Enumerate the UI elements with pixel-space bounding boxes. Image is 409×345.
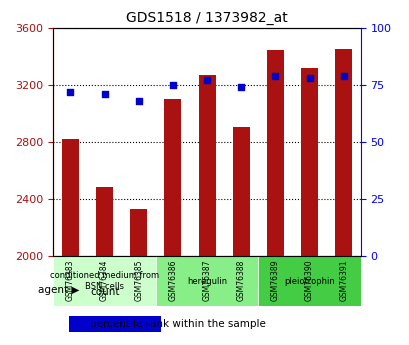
Bar bbox=[130, 209, 147, 256]
Bar bbox=[62, 139, 79, 256]
Text: GSM76391: GSM76391 bbox=[338, 260, 347, 301]
Text: percentile rank within the sample: percentile rank within the sample bbox=[90, 319, 265, 329]
Bar bbox=[198, 75, 215, 256]
Text: GSM76388: GSM76388 bbox=[236, 260, 245, 301]
Point bbox=[101, 91, 108, 97]
Bar bbox=[300, 68, 317, 256]
Text: GSM76383: GSM76383 bbox=[66, 260, 75, 301]
Point bbox=[237, 84, 244, 90]
Text: pleiotrophin: pleiotrophin bbox=[283, 277, 334, 286]
Point bbox=[306, 75, 312, 81]
Bar bbox=[266, 50, 283, 256]
Text: GSM76385: GSM76385 bbox=[134, 260, 143, 301]
FancyBboxPatch shape bbox=[155, 256, 258, 306]
Text: GSM76389: GSM76389 bbox=[270, 260, 279, 301]
Title: GDS1518 / 1373982_at: GDS1518 / 1373982_at bbox=[126, 11, 287, 25]
Text: agent ▶: agent ▶ bbox=[38, 285, 79, 295]
Point bbox=[339, 73, 346, 78]
Bar bbox=[334, 49, 351, 256]
Bar bbox=[96, 187, 113, 256]
Point bbox=[135, 98, 142, 104]
Bar bbox=[232, 128, 249, 256]
Text: GSM76390: GSM76390 bbox=[304, 260, 313, 301]
Point bbox=[272, 73, 278, 78]
Bar bbox=[69, 284, 160, 300]
Bar bbox=[69, 316, 160, 332]
Text: GSM76384: GSM76384 bbox=[100, 260, 109, 301]
FancyBboxPatch shape bbox=[258, 256, 360, 306]
Text: GSM76387: GSM76387 bbox=[202, 260, 211, 301]
Bar bbox=[164, 99, 181, 256]
Point bbox=[203, 77, 210, 83]
Point bbox=[169, 82, 176, 87]
Text: count: count bbox=[90, 287, 119, 297]
Text: conditioned medium from
BSN cells: conditioned medium from BSN cells bbox=[50, 271, 159, 291]
Text: GSM76386: GSM76386 bbox=[168, 260, 177, 301]
Text: heregulin: heregulin bbox=[187, 277, 227, 286]
Point bbox=[67, 89, 74, 94]
FancyBboxPatch shape bbox=[53, 256, 155, 306]
